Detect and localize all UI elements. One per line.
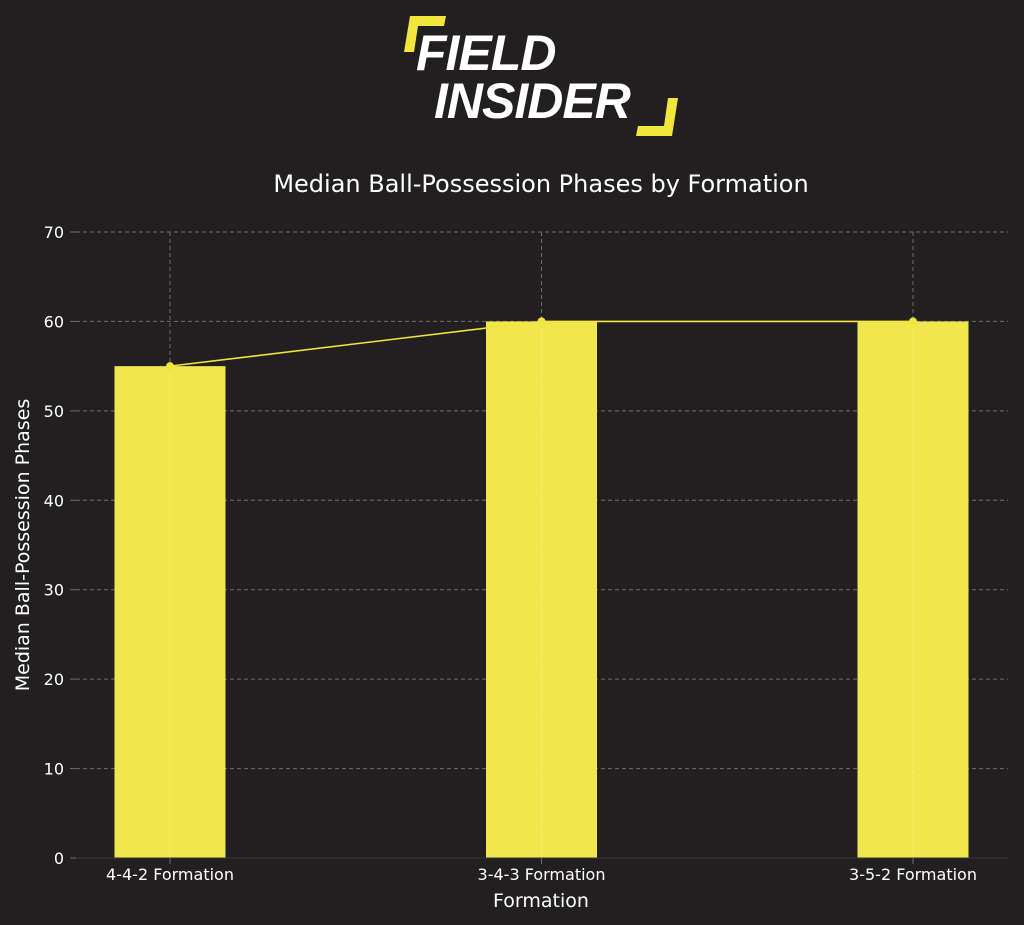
y-tick-label: 10 <box>44 760 64 779</box>
logo-bracket-bottom-right <box>636 98 678 136</box>
trend-line <box>166 317 917 371</box>
trend-point <box>909 317 917 326</box>
y-tick-label: 0 <box>54 849 64 868</box>
x-axis-label: Formation <box>493 890 589 912</box>
axes: 0 10 20 30 40 50 60 70 4-4-2 Formation 3-4-3 Form… <box>44 223 1008 884</box>
y-tick-label: 20 <box>44 670 64 689</box>
logo-line-1: FIELD <box>416 25 555 81</box>
y-tick-label: 60 <box>44 312 64 331</box>
y-tick-label: 50 <box>44 402 64 421</box>
bars <box>114 321 969 858</box>
x-tick-label: 4-4-2 Formation <box>106 865 234 884</box>
trend-point <box>537 317 546 326</box>
trend-point <box>166 362 174 371</box>
y-tick-label: 40 <box>44 491 64 510</box>
y-tick-label: 70 <box>44 223 64 242</box>
field-insider-logo: FIELD INSIDER <box>404 16 678 136</box>
bar <box>486 321 597 858</box>
bar <box>857 321 969 858</box>
x-tick-label: 3-5-2 Formation <box>849 865 977 884</box>
logo-line-2: INSIDER <box>434 73 631 129</box>
x-tick-label: 3-4-3 Formation <box>478 865 606 884</box>
bar <box>114 366 226 858</box>
y-axis-label: Median Ball-Possession Phases <box>12 399 34 692</box>
chart-title: Median Ball-Possession Phases by Formati… <box>273 170 809 198</box>
y-tick-label: 30 <box>44 581 64 600</box>
logo-bracket-top-left <box>404 16 446 52</box>
